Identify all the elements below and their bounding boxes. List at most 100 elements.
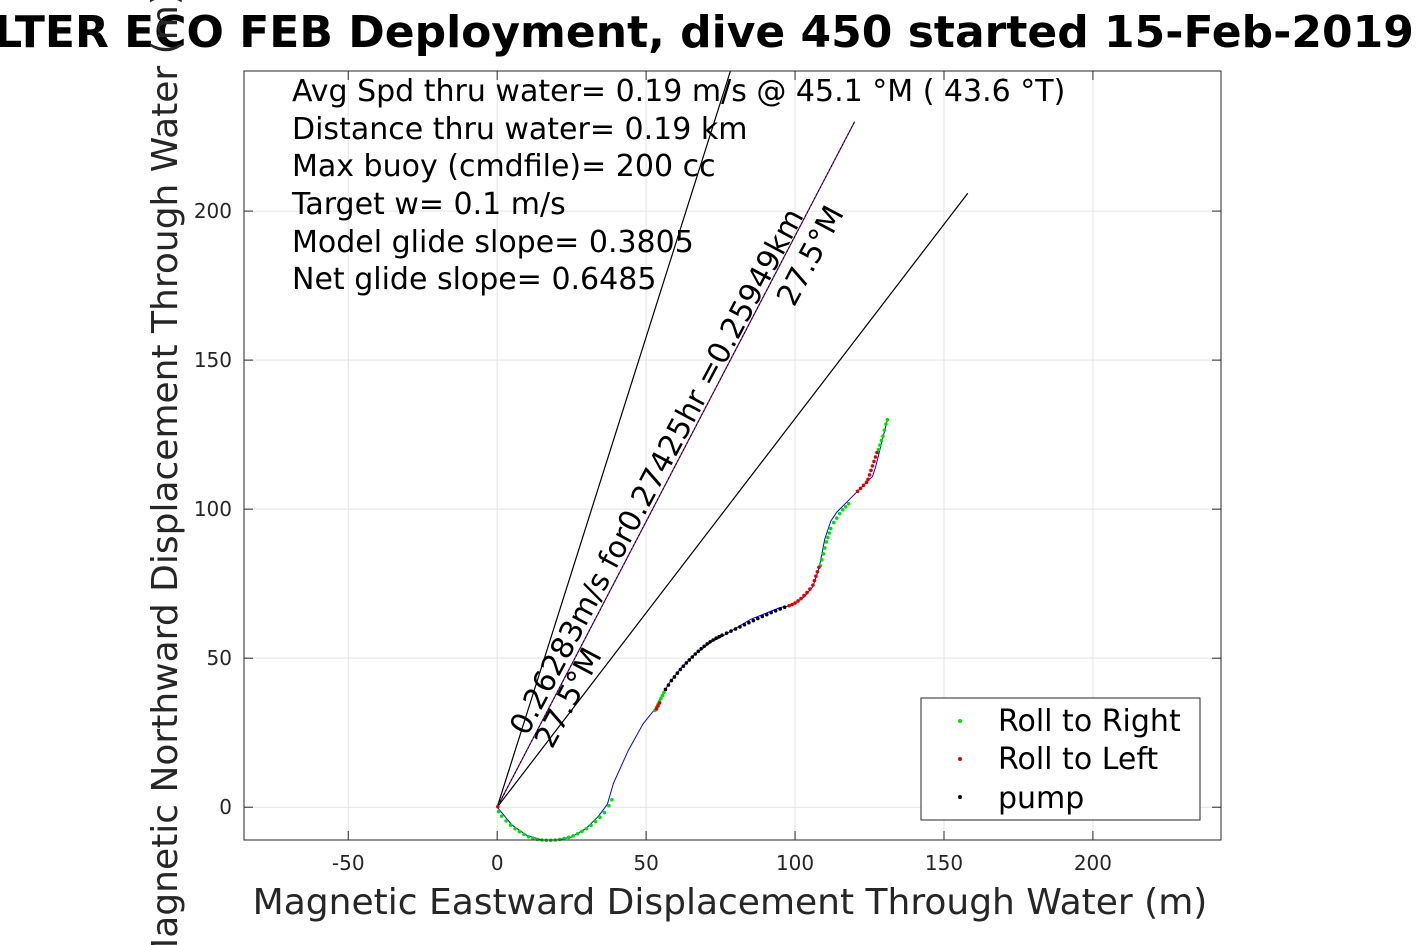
roll-to-left-point xyxy=(855,489,860,494)
y-tick-label: 0 xyxy=(219,795,232,819)
roll-to-left-point xyxy=(875,450,879,455)
legend-label-pump: pump xyxy=(998,781,1084,816)
info-target-w: Target w= 0.1 m/s xyxy=(291,187,566,222)
pump-point xyxy=(696,649,701,654)
roll-to-right-point xyxy=(843,504,848,509)
pump-point xyxy=(747,620,751,625)
legend-label-roll-right: Roll to Right xyxy=(998,704,1181,739)
roll-to-right-point xyxy=(840,507,845,512)
pump-point xyxy=(782,605,787,610)
roll-to-right-point xyxy=(589,823,593,828)
reference-lines xyxy=(496,70,969,808)
pump-point xyxy=(681,664,686,669)
roll-to-left-point xyxy=(796,599,800,603)
roll-to-right-point xyxy=(610,797,614,802)
roll-to-right-point xyxy=(496,809,501,814)
roll-to-right-point xyxy=(828,526,833,531)
pump-point xyxy=(669,678,674,683)
pump-point xyxy=(760,614,765,619)
roll-to-right-point xyxy=(837,511,842,516)
pump-point xyxy=(717,634,721,639)
pump-point xyxy=(708,639,712,644)
pump-point xyxy=(693,652,698,656)
x-tick-label: 150 xyxy=(925,851,963,875)
pump-point xyxy=(756,616,760,621)
data-points xyxy=(495,417,890,843)
roll-to-left-point xyxy=(812,578,817,583)
roll-to-right-point xyxy=(522,832,526,837)
roll-to-right-point xyxy=(517,829,522,834)
roll-to-right-point xyxy=(580,829,584,834)
roll-to-right-point xyxy=(824,540,829,544)
roll-to-right-point xyxy=(660,693,665,698)
reference-line-highlight xyxy=(496,121,855,808)
x-tick-label: 200 xyxy=(1074,851,1112,875)
pump-point xyxy=(724,631,729,635)
chart-title: LTER ECO FEB Deployment, dive 450 starte… xyxy=(0,7,1414,58)
pump-point xyxy=(666,683,671,687)
pump-point xyxy=(720,633,724,638)
pump-point xyxy=(663,687,668,692)
roll-to-right-point xyxy=(827,531,832,535)
roll-to-left-point xyxy=(867,473,872,477)
pump-point xyxy=(675,671,680,675)
roll-to-right-point xyxy=(531,836,535,841)
y-tick-label: 150 xyxy=(194,348,232,372)
roll-to-right-point xyxy=(535,837,540,842)
roll-to-right-point xyxy=(598,815,602,820)
roll-to-right-point xyxy=(659,696,663,701)
roll-to-left-point xyxy=(811,583,815,587)
roll-to-right-point xyxy=(823,546,827,550)
roll-to-left-point xyxy=(802,593,806,598)
pump-point xyxy=(738,625,742,629)
roll-to-left-point xyxy=(654,707,659,711)
pump-point xyxy=(702,644,707,649)
pump-point xyxy=(729,629,733,633)
legend-marker-roll-right xyxy=(958,719,962,723)
roll-to-left-point xyxy=(495,804,500,809)
roll-to-right-point xyxy=(571,834,575,838)
pump-point xyxy=(733,627,738,631)
legend-label-roll-left: Roll to Left xyxy=(998,742,1158,777)
pump-point xyxy=(742,622,747,627)
pump-point xyxy=(769,610,774,615)
y-tick-label: 200 xyxy=(194,199,232,223)
pump-point xyxy=(751,618,756,623)
roll-to-right-point xyxy=(557,837,562,842)
roll-to-right-point xyxy=(504,819,508,823)
y-tick-label: 100 xyxy=(194,497,232,521)
roll-to-right-point xyxy=(566,835,571,840)
info-avg-speed: Avg Spd thru water= 0.19 m/s @ 45.1 °M (… xyxy=(292,74,1065,109)
reference-line xyxy=(496,70,731,808)
roll-to-left-point xyxy=(790,602,794,607)
roll-to-right-point xyxy=(882,428,887,432)
roll-to-right-point xyxy=(607,803,611,808)
pump-point xyxy=(687,658,692,662)
roll-to-right-point xyxy=(878,443,882,447)
y-axis-label: Magnetic Northward Displacement Through … xyxy=(145,0,186,945)
pump-point xyxy=(672,675,677,679)
roll-to-right-point xyxy=(662,690,666,695)
roll-to-right-point xyxy=(821,552,826,556)
roll-to-left-point xyxy=(866,477,870,482)
roll-to-left-point xyxy=(858,486,863,491)
info-model-glide-slope: Model glide slope= 0.3805 xyxy=(292,225,694,260)
roll-to-left-point xyxy=(656,704,660,708)
roll-to-right-point xyxy=(508,823,513,827)
pump-point xyxy=(690,655,695,659)
roll-to-right-point xyxy=(575,831,580,836)
roll-to-right-point xyxy=(885,417,890,422)
x-tick-label: 0 xyxy=(491,851,504,875)
pump-point xyxy=(678,667,683,672)
roll-to-left-point xyxy=(805,590,809,595)
info-distance: Distance thru water= 0.19 km xyxy=(292,112,747,147)
legend-marker-roll-left xyxy=(958,757,962,761)
roll-to-left-point xyxy=(657,701,662,705)
roll-to-right-point xyxy=(831,520,836,525)
y-tick-label: 50 xyxy=(207,646,232,670)
info-text-block: Avg Spd thru water= 0.19 m/s @ 45.1 °M (… xyxy=(291,74,1065,297)
roll-to-left-point xyxy=(787,603,791,608)
roll-to-right-point xyxy=(593,819,598,824)
roll-to-right-point xyxy=(820,558,824,562)
